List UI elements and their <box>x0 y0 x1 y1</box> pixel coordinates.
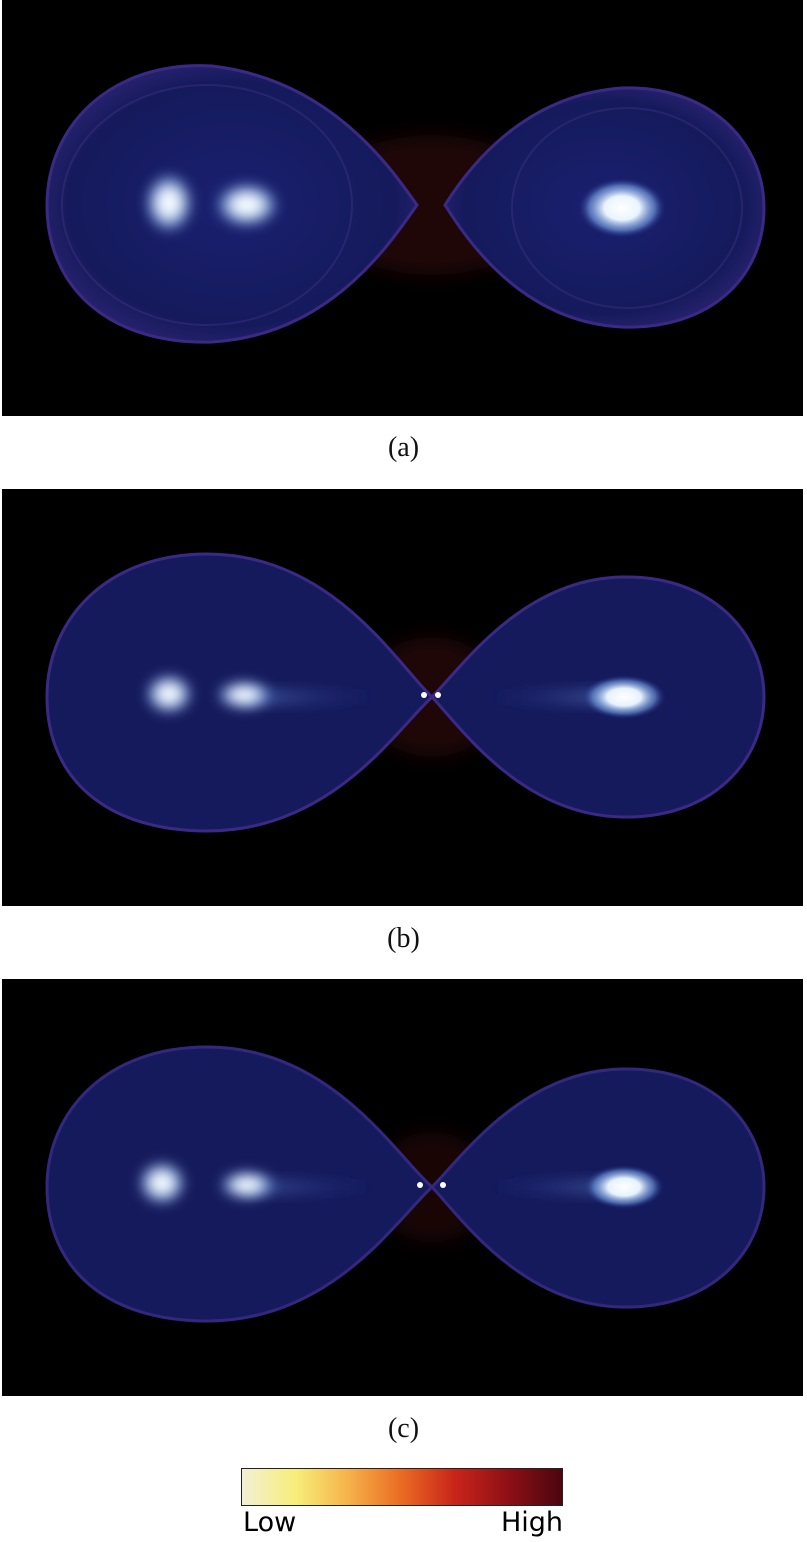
left-streak <box>242 689 382 705</box>
neck-spot-left <box>417 1182 423 1188</box>
neck-spot-right <box>440 1182 446 1188</box>
caption-a: (a) <box>387 432 420 463</box>
hotspot-left-1 <box>143 672 195 716</box>
caption-b: (b) <box>387 923 420 954</box>
panel-a <box>2 0 803 416</box>
panel-b-image <box>45 552 766 833</box>
neck-spot-left <box>421 692 427 698</box>
colorbar-gradient <box>241 1468 563 1506</box>
left-streak <box>242 1179 382 1195</box>
panel-a-image <box>45 64 766 344</box>
hotspot-right <box>578 178 666 238</box>
caption-c: (c) <box>387 1413 420 1444</box>
hotspot-left-2 <box>214 679 274 711</box>
colorbar-high-label: High <box>500 1507 563 1538</box>
colorbar-low-label: Low <box>243 1507 297 1538</box>
colorbar-legend: Low High <box>241 1468 563 1538</box>
contact-binary-body <box>45 1045 766 1323</box>
contact-binary-body <box>45 552 766 833</box>
right-inner-rim <box>511 107 743 309</box>
hotspot-left-2 <box>217 1169 277 1201</box>
hotspot-right <box>582 675 666 719</box>
hotspot-right <box>584 1165 664 1209</box>
panel-c-image <box>45 1045 766 1323</box>
panel-c <box>2 979 803 1396</box>
hotspot-left-1 <box>136 1159 188 1207</box>
panel-b <box>2 489 803 906</box>
hotspot-left-2 <box>213 181 281 229</box>
left-inner-rim <box>61 84 353 326</box>
hotspot-left-1 <box>143 171 195 235</box>
neck-spot-right <box>435 692 441 698</box>
